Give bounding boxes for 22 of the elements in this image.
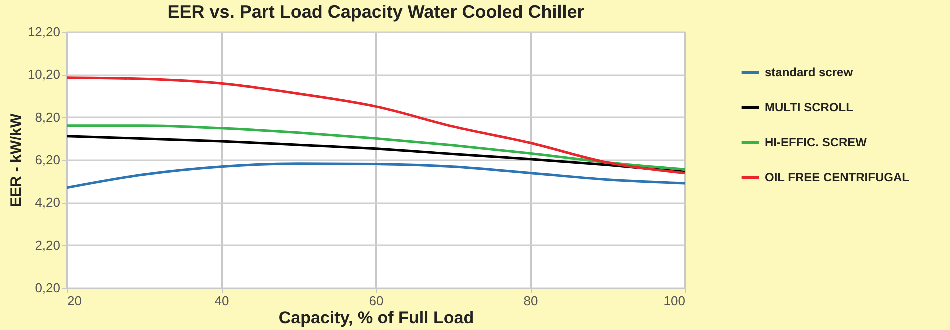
legend-label: standard screw — [765, 66, 854, 80]
y-tick-label: 4,20 — [35, 195, 60, 210]
legend-label: OIL FREE CENTRIFUGAL — [765, 170, 910, 184]
y-tick-label: 6,20 — [35, 152, 60, 168]
x-tick-label: 40 — [214, 294, 230, 308]
x-tick-label: 20 — [68, 294, 82, 308]
x-tick-label: 60 — [369, 294, 384, 308]
y-axis-title: EER - kW/kW — [8, 112, 25, 208]
x-axis-title: Capacity, % of Full Load — [278, 308, 474, 328]
y-tick-label: 10,20 — [28, 67, 60, 82]
x-tick-label: 100 — [664, 294, 686, 308]
y-tick-label: 0,20 — [35, 280, 60, 296]
y-tick-label: 8,20 — [35, 110, 60, 125]
legend-label: HI-EFFIC. SCREW — [765, 136, 868, 150]
line-series — [67, 124, 685, 171]
line-series — [67, 162, 685, 190]
x-tick-label: 80 — [524, 294, 538, 308]
y-tick-label: 2,20 — [35, 238, 60, 253]
chart-title: EER vs. Part Load Capacity Water Cooled Chiller — [168, 2, 584, 22]
legend-label: MULTI SCROLL — [765, 100, 854, 114]
line-series — [67, 76, 685, 174]
y-tick-label: 12,20 — [28, 24, 60, 40]
